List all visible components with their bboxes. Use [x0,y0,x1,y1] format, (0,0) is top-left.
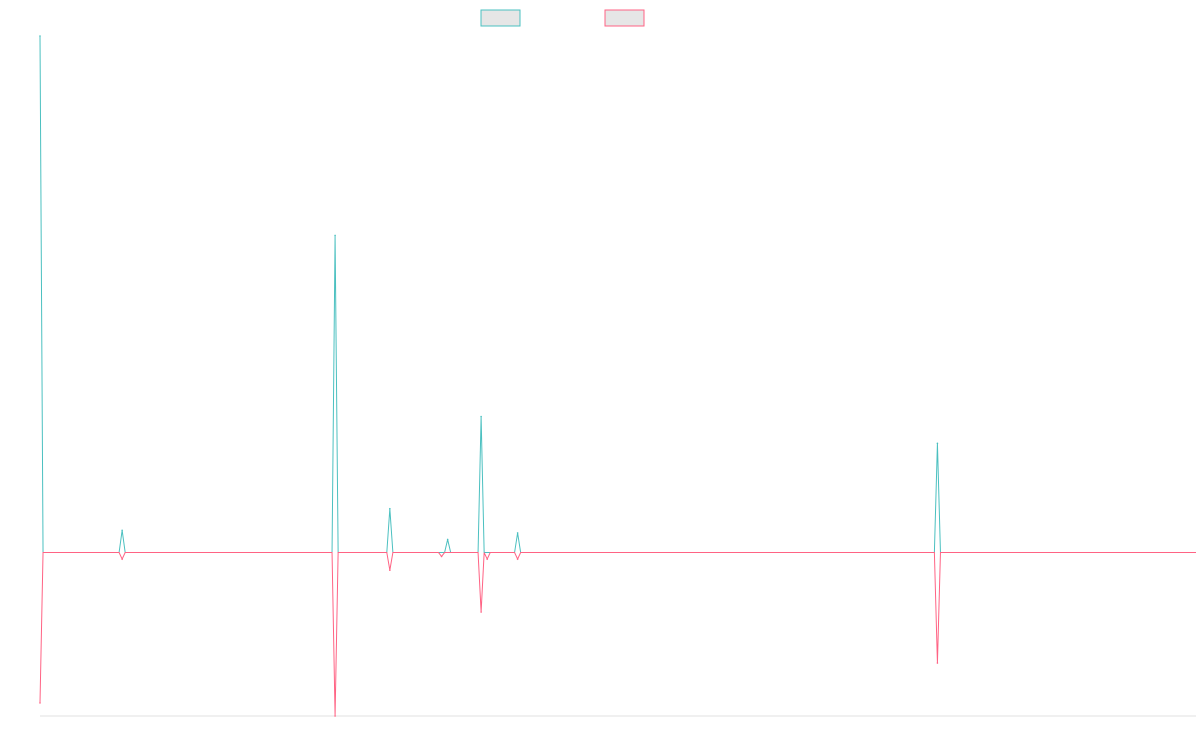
series-1-point-2[interactable] [121,529,123,532]
series-line-1 [39,35,1196,554]
series-2-point-7[interactable] [486,558,488,560]
series-2-point-9[interactable] [936,662,939,664]
series-2-point-1[interactable] [39,702,41,704]
series-1-point-1[interactable] [39,35,41,37]
series-2-point-3[interactable] [334,715,336,717]
series-1-point-8[interactable] [936,442,939,445]
legend [480,9,645,27]
series-1-point-5[interactable] [446,538,449,541]
legend-swatch-series-2[interactable] [604,9,645,27]
series-1-point-4[interactable] [389,507,391,510]
series-1-point-6[interactable] [480,415,482,418]
series-1-point-7[interactable] [516,532,519,534]
series-2-point-8[interactable] [516,558,519,560]
legend-swatch-series-1[interactable] [480,9,521,27]
series-2-point-5[interactable] [440,555,443,558]
series-2-point-4[interactable] [389,569,391,571]
series-2-point-6[interactable] [480,611,482,613]
series-1-point-3[interactable] [334,234,336,237]
series-line-2 [39,552,1196,717]
series-2-point-2[interactable] [121,558,123,560]
plot-area [39,35,1196,717]
